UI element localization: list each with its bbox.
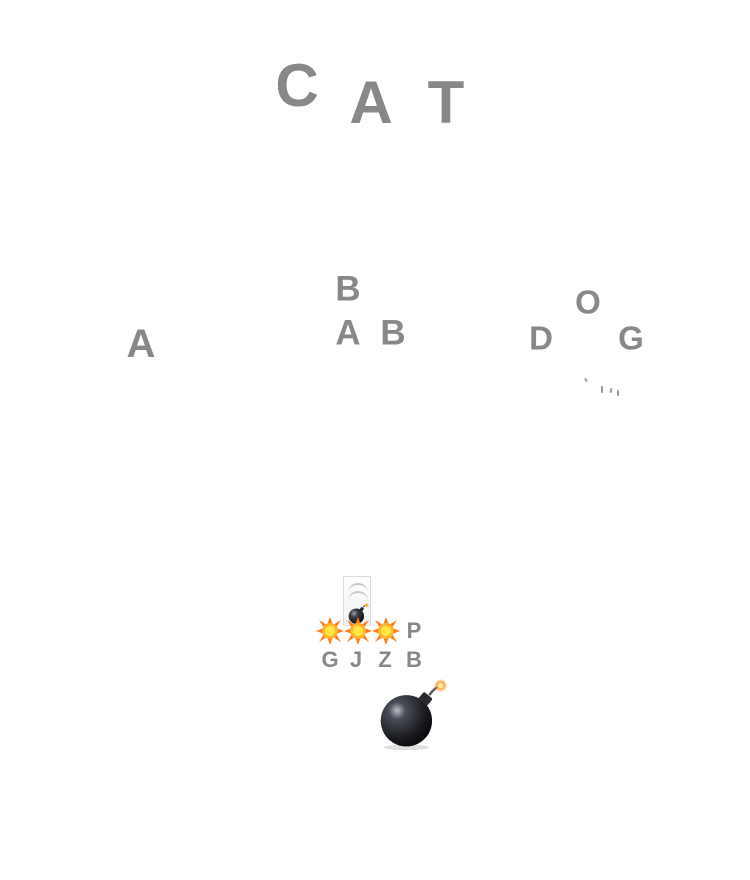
floating-letter-a[interactable]: A	[126, 322, 156, 366]
launcher-letter-j[interactable]: J	[349, 647, 363, 672]
explosion-icon	[315, 616, 345, 646]
launcher-letter-p[interactable]: P	[406, 618, 422, 643]
floating-letter-b-top[interactable]: B	[335, 269, 361, 309]
explosion-icon	[371, 616, 401, 646]
target-letter-a: A	[349, 69, 393, 136]
bomb-stack	[343, 576, 371, 626]
target-letter-t: T	[427, 69, 465, 136]
floating-letter-o[interactable]: O	[575, 283, 601, 321]
stack-slot-ghost	[348, 583, 368, 593]
bomb-stack-icon	[347, 603, 369, 625]
floating-letter-g[interactable]: G	[618, 319, 644, 357]
debris-fragments	[582, 376, 626, 400]
launcher-letter-z[interactable]: Z	[378, 647, 392, 672]
floating-letter-d[interactable]: D	[529, 319, 553, 357]
stack-slot-ghost	[348, 591, 368, 601]
floating-letter-b[interactable]: B	[380, 313, 406, 353]
launcher-letter-b[interactable]: B	[406, 647, 422, 672]
explosion-icon	[343, 616, 373, 646]
bomb-icon[interactable]	[376, 678, 452, 754]
launcher-letter-g[interactable]: G	[321, 647, 339, 672]
target-letter-c: C	[275, 52, 319, 119]
floating-letter-a[interactable]: A	[335, 313, 361, 353]
